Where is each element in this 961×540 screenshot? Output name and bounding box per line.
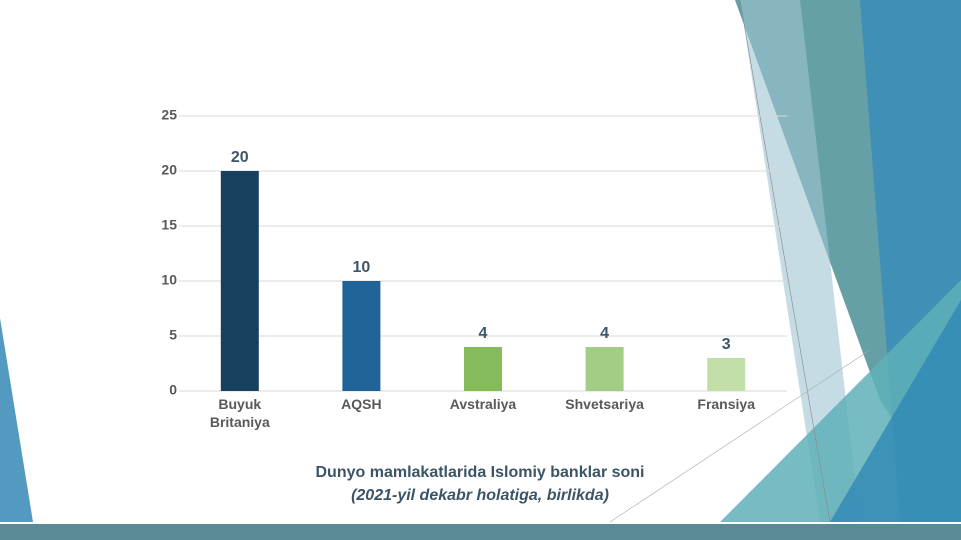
bar: [342, 281, 381, 391]
decor: [740, 0, 860, 522]
y-tick-label: 5: [169, 327, 177, 343]
value-label: 3: [722, 336, 731, 353]
y-tick-label: 25: [161, 107, 177, 123]
y-tick-label: 20: [161, 162, 177, 178]
x-tick-label: Avstraliya: [449, 396, 517, 412]
y-tick-label: 0: [169, 382, 177, 398]
y-tick-label: 15: [161, 217, 177, 233]
bar: [585, 347, 624, 391]
x-tick-label: Shvetsariya: [565, 396, 644, 412]
decor: [830, 300, 961, 522]
value-label: 4: [479, 325, 488, 342]
chart-title: Dunyo mamlakatlarida Islomiy banklar son…: [315, 464, 645, 481]
value-label: 4: [600, 325, 609, 342]
bar: [220, 171, 259, 391]
decor-line: [739, 0, 831, 523]
value-label: 20: [231, 149, 249, 166]
decor-line: [609, 349, 871, 523]
value-label: 10: [353, 259, 371, 276]
footer-bar: [0, 524, 961, 540]
y-tick-label: 10: [161, 272, 177, 288]
bar: [707, 358, 746, 391]
x-tick-label: Fransiya: [697, 396, 755, 412]
bar: [464, 347, 502, 391]
chart-subtitle: (2021-yil dekabr holatiga, birlikda): [351, 487, 609, 504]
x-tick-label: Buyuk Britaniya: [209, 396, 270, 430]
x-tick-label: AQSH: [341, 396, 382, 412]
decor: [0, 318, 33, 522]
